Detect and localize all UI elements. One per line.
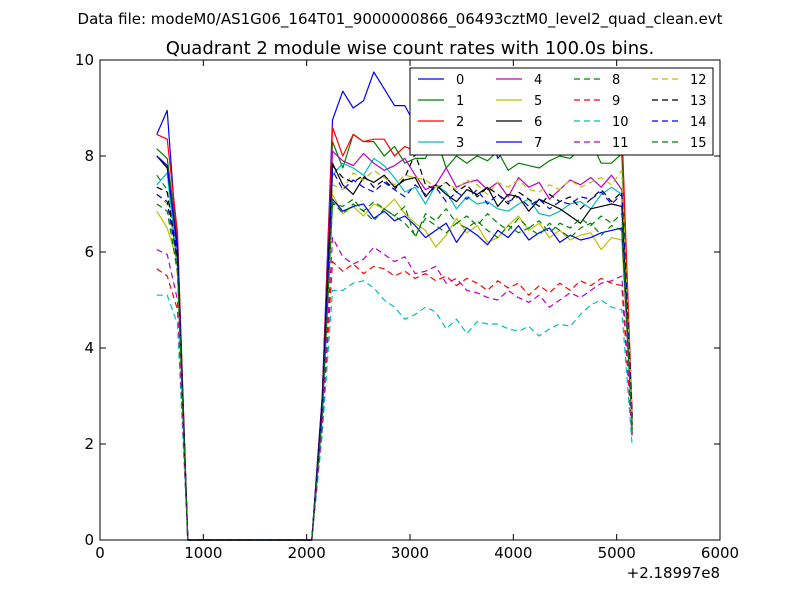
legend-label-10: 10 [612, 115, 629, 130]
legend-label-12: 12 [690, 73, 707, 88]
x-tick-label: 4000 [494, 544, 532, 562]
legend-label-14: 14 [690, 115, 707, 130]
legend-box [409, 67, 714, 156]
series-line-8 [156, 174, 633, 541]
series-line-10 [156, 280, 633, 541]
series-line-7 [156, 155, 633, 541]
series-line-15 [156, 198, 633, 541]
series-line-12 [156, 169, 633, 541]
series-line-1 [156, 133, 633, 541]
x-tick-label: 6000 [701, 544, 739, 562]
legend-label-0: 0 [456, 73, 464, 88]
y-tick-label: 8 [84, 147, 94, 165]
legend-label-13: 13 [690, 94, 707, 109]
series-line-9 [156, 261, 633, 541]
series-line-6 [156, 155, 633, 541]
legend-label-4: 4 [534, 73, 542, 88]
y-tick-label: 4 [84, 339, 94, 357]
series-line-13 [156, 153, 633, 541]
chart-title: Quadrant 2 module wise count rates with … [166, 38, 655, 59]
legend-label-9: 9 [612, 94, 620, 109]
legend-label-3: 3 [456, 136, 464, 151]
chart-suptitle: Data file: modeM0/AS1G06_164T01_90000008… [78, 10, 723, 29]
legend-label-1: 1 [456, 94, 464, 109]
y-tick-label: 2 [84, 435, 94, 453]
legend-label-5: 5 [534, 94, 542, 109]
y-tick-label: 6 [84, 243, 94, 261]
y-tick-label: 0 [84, 531, 94, 549]
legend-label-15: 15 [690, 136, 707, 151]
x-tick-label: 3000 [391, 544, 429, 562]
series-line-11 [156, 237, 633, 541]
x-tick-label: 5000 [598, 544, 636, 562]
x-tick-label: 0 [95, 544, 105, 562]
legend-label-6: 6 [534, 115, 542, 130]
x-offset-label: +2.18997e8 [627, 564, 720, 582]
legend-label-7: 7 [534, 136, 542, 151]
legend-label-2: 2 [456, 115, 464, 130]
x-tick-label: 1000 [184, 544, 222, 562]
legend-label-8: 8 [612, 73, 620, 88]
series-line-14 [156, 169, 633, 541]
y-tick-label: 10 [75, 51, 94, 69]
legend-label-11: 11 [612, 136, 629, 151]
x-tick-label: 2000 [288, 544, 326, 562]
series-line-5 [156, 193, 633, 541]
